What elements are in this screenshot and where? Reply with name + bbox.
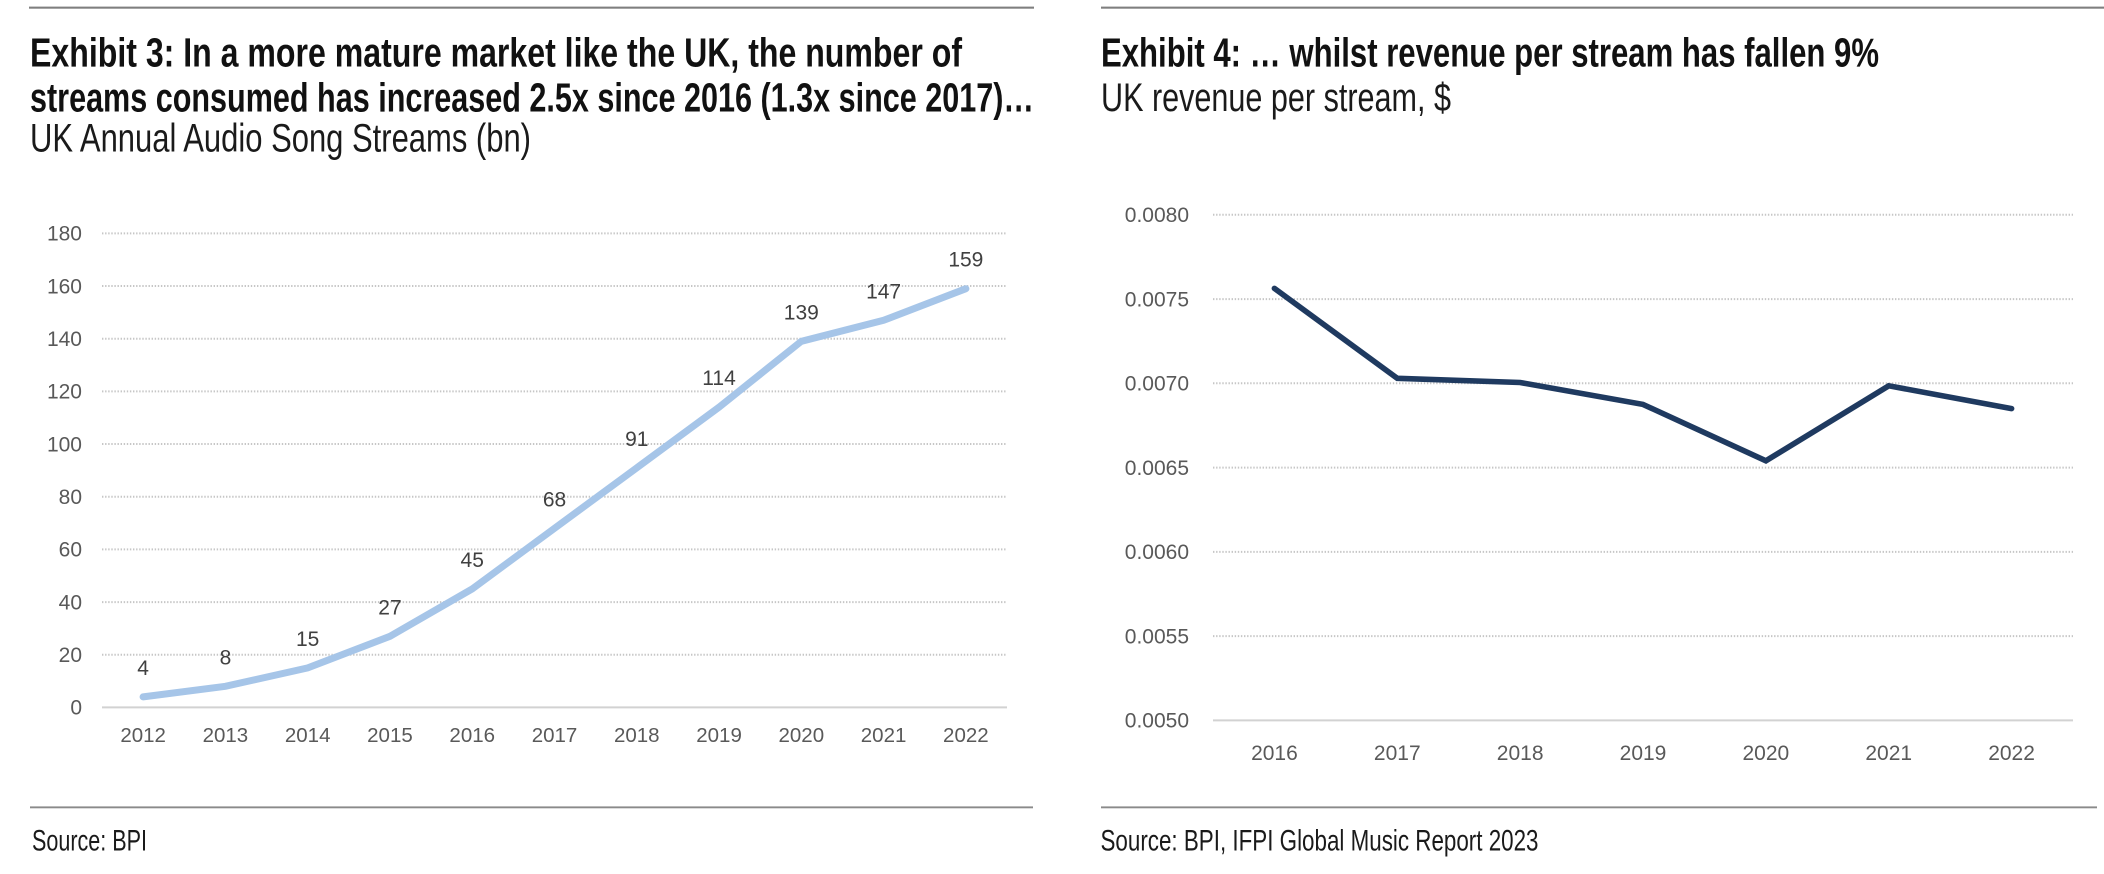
svg-text:0.0075: 0.0075 [1125,288,1189,311]
svg-text:UK Annual Audio Song Streams (: UK Annual Audio Song Streams (bn) [30,116,531,160]
svg-text:114: 114 [702,367,736,390]
svg-text:68: 68 [543,488,566,511]
svg-text:2016: 2016 [1251,742,1298,765]
svg-text:15: 15 [296,628,319,651]
svg-text:0.0060: 0.0060 [1125,541,1189,564]
svg-text:2014: 2014 [285,724,331,747]
svg-text:2013: 2013 [203,724,249,747]
svg-text:2018: 2018 [1497,742,1544,765]
svg-text:45: 45 [461,549,484,572]
svg-text:2017: 2017 [1374,742,1421,765]
svg-text:60: 60 [59,539,82,562]
svg-text:147: 147 [866,280,901,303]
svg-text:139: 139 [784,301,819,324]
svg-text:120: 120 [47,381,82,404]
svg-text:80: 80 [59,486,82,509]
svg-text:20: 20 [59,644,82,667]
svg-text:2019: 2019 [1620,742,1667,765]
svg-text:2021: 2021 [1865,742,1912,765]
svg-text:0: 0 [70,697,82,720]
svg-text:Exhibit 4: … whilst revenue pe: Exhibit 4: … whilst revenue per stream h… [1101,29,1879,75]
svg-text:Exhibit 3: In a more mature ma: Exhibit 3: In a more mature market like … [30,29,962,75]
svg-text:2019: 2019 [696,724,742,747]
svg-text:2020: 2020 [779,724,825,747]
svg-text:160: 160 [47,275,82,298]
svg-text:0.0070: 0.0070 [1125,373,1189,396]
svg-text:2021: 2021 [861,724,907,747]
svg-text:Source: BPI: Source: BPI [32,825,147,858]
svg-text:159: 159 [948,249,983,272]
svg-text:180: 180 [47,223,82,246]
svg-text:140: 140 [47,328,82,351]
svg-text:2017: 2017 [532,724,578,747]
svg-text:100: 100 [47,433,82,456]
svg-text:2016: 2016 [449,724,495,747]
svg-text:0.0055: 0.0055 [1125,625,1189,648]
svg-text:2022: 2022 [1988,742,2035,765]
svg-text:2022: 2022 [943,724,989,747]
svg-text:40: 40 [59,591,82,614]
svg-text:2012: 2012 [120,724,166,747]
svg-text:4: 4 [137,657,149,680]
svg-text:2018: 2018 [614,724,660,747]
svg-text:0.0050: 0.0050 [1125,710,1189,733]
svg-text:0.0065: 0.0065 [1125,457,1189,480]
svg-text:UK revenue per stream, $: UK revenue per stream, $ [1101,76,1451,120]
svg-text:streams consumed has increased: streams consumed has increased 2.5x sinc… [30,75,1034,121]
svg-text:27: 27 [378,596,401,619]
svg-text:Source: BPI, IFPI Global Music: Source: BPI, IFPI Global Music Report 20… [1101,825,1539,858]
svg-text:0.0080: 0.0080 [1125,204,1189,227]
svg-text:8: 8 [220,646,232,669]
svg-text:91: 91 [625,428,648,451]
svg-text:2020: 2020 [1742,742,1789,765]
svg-text:2015: 2015 [367,724,413,747]
